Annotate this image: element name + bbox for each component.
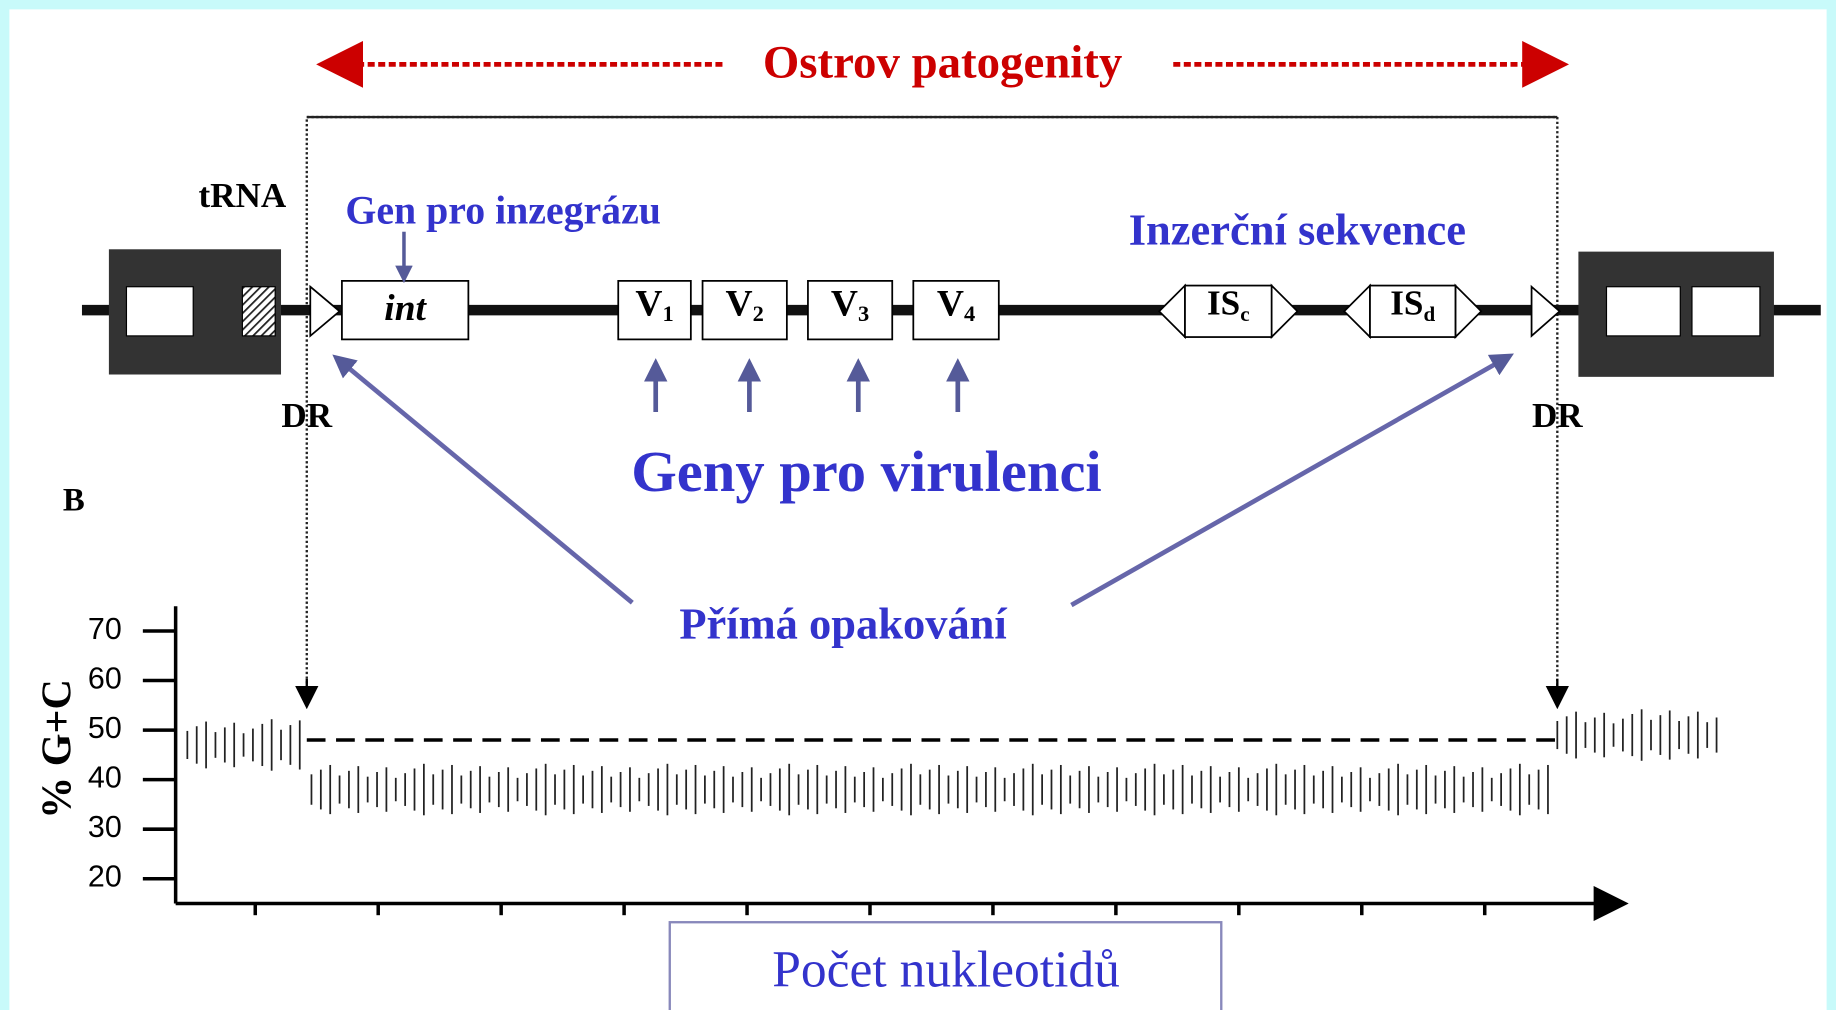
y-tick-label: 60 xyxy=(88,662,122,696)
flank-gene xyxy=(1692,287,1760,336)
gene-subscript: 3 xyxy=(858,301,869,326)
trna-gene xyxy=(242,287,275,336)
gene-subscript: c xyxy=(1240,302,1249,326)
gene-letter: V xyxy=(831,283,858,324)
panel-label: B xyxy=(63,483,85,519)
y-tick-label: 40 xyxy=(88,761,122,795)
gene-subscript: 4 xyxy=(964,301,975,326)
repeats-label: Přímá opakování xyxy=(679,599,1007,649)
gene-letter: V xyxy=(635,283,662,324)
gene-subscript: 1 xyxy=(662,301,673,326)
flank-gene xyxy=(1607,287,1681,336)
insertion-label: Inzerční sekvence xyxy=(1129,204,1466,254)
dr-label: DR xyxy=(281,396,332,435)
gene-letter: IS xyxy=(1390,284,1423,323)
gene-letter: IS xyxy=(1207,284,1240,323)
x-axis-label: Počet nukleotidů xyxy=(772,942,1120,999)
slide: Ostrov patogenity int tRNA Gen pro inzeg… xyxy=(0,0,1836,1010)
slide-bg xyxy=(9,9,1826,1010)
dr-label: DR xyxy=(1532,396,1583,435)
title: Ostrov patogenity xyxy=(763,36,1122,88)
y-axis-label: % G+C xyxy=(34,679,81,819)
page: Ostrov patogenity int tRNA Gen pro inzeg… xyxy=(0,0,1836,1010)
gene-letter: V xyxy=(726,283,753,324)
int-label: int xyxy=(384,288,427,329)
gene-letter: V xyxy=(937,283,964,324)
trna-label: tRNA xyxy=(198,176,286,215)
gene-subscript: 2 xyxy=(753,301,764,326)
y-tick-label: 50 xyxy=(88,711,122,745)
integrase-label: Gen pro inzegrázu xyxy=(345,188,660,232)
virulence-label: Geny pro virulenci xyxy=(631,439,1101,504)
flank-gene xyxy=(126,287,193,336)
gene-subscript: d xyxy=(1423,302,1435,326)
y-tick-label: 20 xyxy=(88,860,122,894)
y-tick-label: 70 xyxy=(88,612,122,646)
y-tick-label: 30 xyxy=(88,810,122,844)
